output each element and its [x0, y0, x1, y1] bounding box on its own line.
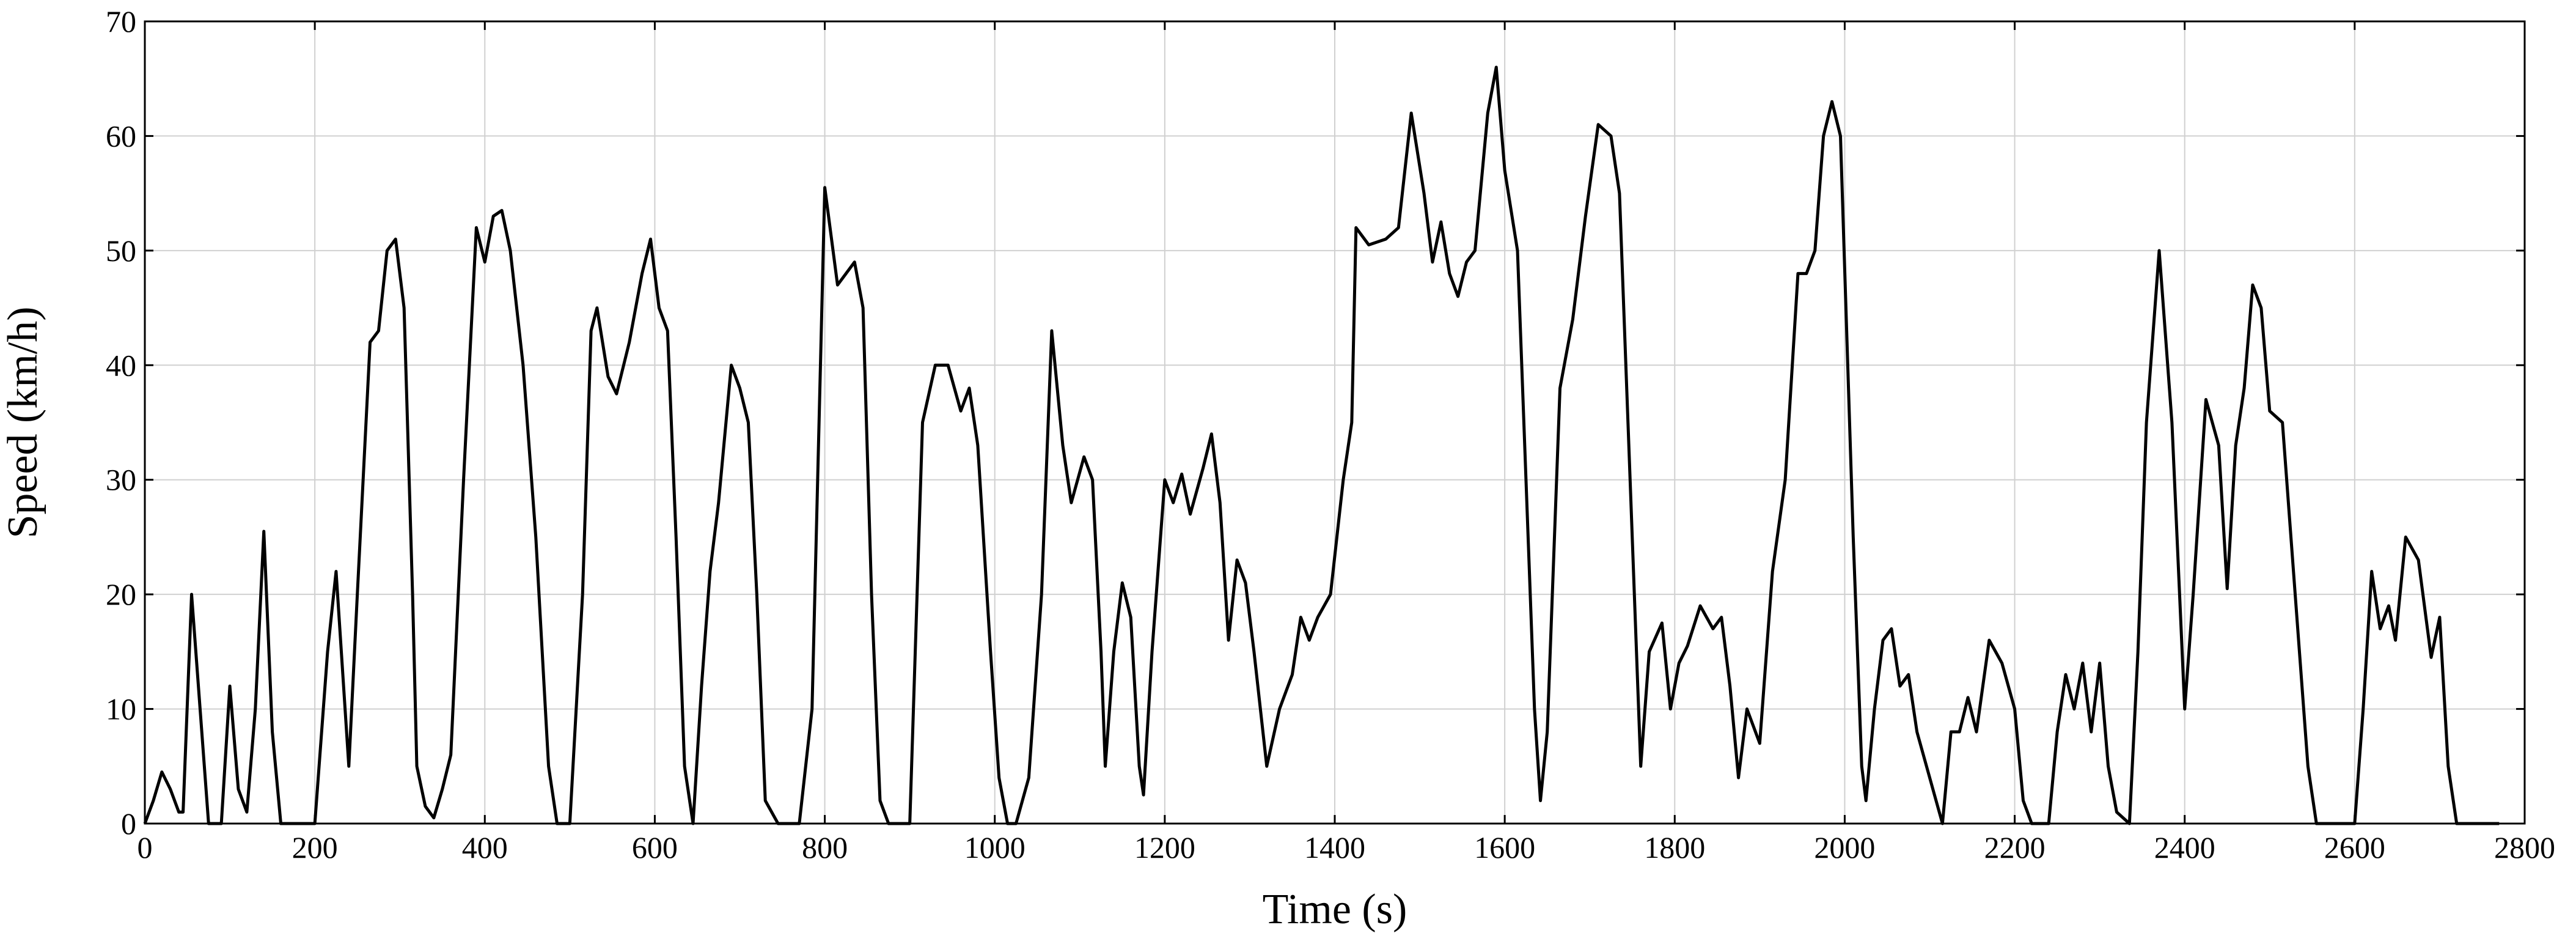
y-tick-label: 20 [106, 577, 136, 611]
x-tick-label: 2600 [2324, 830, 2385, 865]
x-tick-label: 400 [462, 830, 508, 865]
x-tick-label: 2400 [2154, 830, 2215, 865]
x-tick-label: 1800 [1644, 830, 1705, 865]
x-tick-label: 2200 [1984, 830, 2046, 865]
y-tick-label: 60 [106, 119, 136, 153]
x-tick-label: 2000 [1814, 830, 1875, 865]
y-tick-label: 50 [106, 234, 136, 268]
y-tick-label: 70 [106, 4, 136, 39]
x-tick-label: 2800 [2494, 830, 2555, 865]
x-tick-label: 200 [292, 830, 338, 865]
y-tick-label: 30 [106, 463, 136, 497]
y-tick-label: 40 [106, 348, 136, 382]
x-tick-label: 1000 [964, 830, 1026, 865]
y-tick-label: 10 [106, 692, 136, 726]
plot-frame [144, 20, 2526, 825]
x-tick-label: 0 [138, 830, 153, 865]
speed-line [143, 65, 2500, 825]
x-tick-label: 600 [632, 830, 678, 865]
x-axis-label: Time (s) [1263, 886, 1407, 933]
y-tick-label: 0 [121, 806, 136, 841]
y-axis-label: Speed (km/h) [0, 306, 46, 538]
x-tick-label: 800 [802, 830, 848, 865]
x-tick-label: 1200 [1134, 830, 1195, 865]
x-tick-label: 1600 [1474, 830, 1535, 865]
x-tick-label: 1400 [1304, 830, 1365, 865]
